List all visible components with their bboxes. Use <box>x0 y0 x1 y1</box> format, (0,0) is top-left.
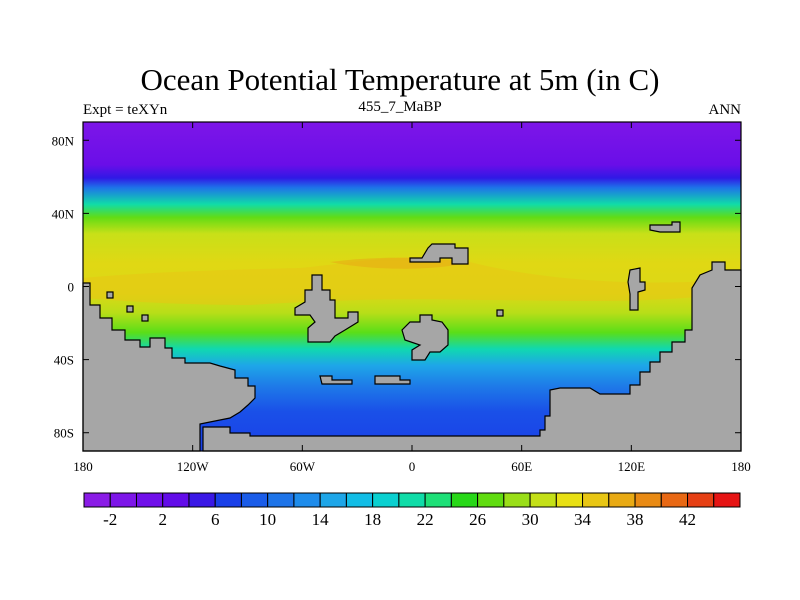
colorbar-swatch <box>345 492 374 508</box>
island-south-b <box>374 375 411 385</box>
colorbar-label: 10 <box>259 510 276 529</box>
colorbar-label: 42 <box>679 510 696 529</box>
colorbar-label: 34 <box>574 510 592 529</box>
islet-a <box>106 291 114 299</box>
colorbar-swatch <box>713 492 741 508</box>
colorbar-label: 22 <box>417 510 434 529</box>
landmasses <box>82 221 742 452</box>
lat-tick-label: 80S <box>54 426 74 441</box>
colorbar-label: 26 <box>469 510 486 529</box>
lon-tick-label: 0 <box>409 459 416 474</box>
colorbar-swatch <box>319 492 347 508</box>
plot-title: Ocean Potential Temperature at 5m (in C) <box>140 62 660 97</box>
time-label: 455_7_MaBP <box>358 99 442 115</box>
colorbar-swatch <box>267 492 295 508</box>
lat-tick-label: 0 <box>68 280 75 295</box>
islet-b <box>126 305 134 313</box>
colorbar-swatch <box>214 492 242 508</box>
colorbar-label: 2 <box>158 510 167 529</box>
colorbar-swatch <box>240 492 269 508</box>
island-east <box>627 267 646 311</box>
lon-tick-label: 120W <box>177 459 210 474</box>
island-south-a <box>319 375 353 385</box>
lon-tick-label: 60E <box>511 459 532 474</box>
landmass-south <box>202 261 742 452</box>
lon-tick-label: 60W <box>290 459 316 474</box>
islet-c <box>141 314 149 322</box>
island-central-a <box>294 274 359 343</box>
colorbar-swatch <box>582 492 610 508</box>
colorbar-label: -2 <box>103 510 117 529</box>
colorbar-swatch <box>188 492 216 508</box>
map-plot-area <box>82 121 742 452</box>
colorbar-swatch <box>83 492 111 508</box>
latitude-axis: 80N 40N 0 40S 80S <box>52 133 741 441</box>
colorbar-swatch <box>555 492 584 508</box>
lat-tick-label: 40N <box>52 206 75 221</box>
colorbar-swatch <box>135 492 164 508</box>
experiment-label: Expt = teXYn <box>83 102 168 118</box>
season-label: ANN <box>708 102 742 118</box>
colorbar-swatch <box>450 492 479 508</box>
island-northeast <box>649 221 681 233</box>
colorbar-labels: -2 2 6 10 14 18 22 26 30 34 38 42 <box>103 510 696 529</box>
colorbar-swatch <box>162 492 190 508</box>
island-north <box>409 243 469 265</box>
colorbar-swatch <box>372 492 400 508</box>
colorbar-swatch <box>687 492 715 508</box>
colorbar-label: 6 <box>211 510 220 529</box>
colorbar <box>83 492 741 508</box>
landmass-west <box>82 282 256 452</box>
colorbar-swatch <box>109 492 137 508</box>
lon-tick-label: 180 <box>731 459 751 474</box>
colorbar-swatch <box>477 492 505 508</box>
island-central-b <box>401 314 449 361</box>
lat-tick-label: 40S <box>54 353 74 368</box>
lon-tick-label: 120E <box>618 459 646 474</box>
colorbar-swatch <box>634 492 662 508</box>
colorbar-label: 38 <box>627 510 644 529</box>
colorbar-swatch <box>529 492 557 508</box>
islet-d <box>496 309 504 317</box>
colorbar-swatch <box>660 492 689 508</box>
colorbar-swatch <box>293 492 321 508</box>
colorbar-label: 14 <box>312 510 330 529</box>
warm-pool-band <box>83 256 741 305</box>
colorbar-swatch <box>398 492 426 508</box>
lat-tick-label: 80N <box>52 133 75 148</box>
longitude-axis: 180 120W 60W 0 60E 120E 180 <box>73 122 751 474</box>
colorbar-swatch <box>424 492 452 508</box>
colorbar-swatch <box>608 492 636 508</box>
lon-tick-label: 180 <box>73 459 93 474</box>
colorbar-label: 18 <box>364 510 381 529</box>
colorbar-label: 30 <box>522 510 539 529</box>
colorbar-swatch <box>503 492 531 508</box>
